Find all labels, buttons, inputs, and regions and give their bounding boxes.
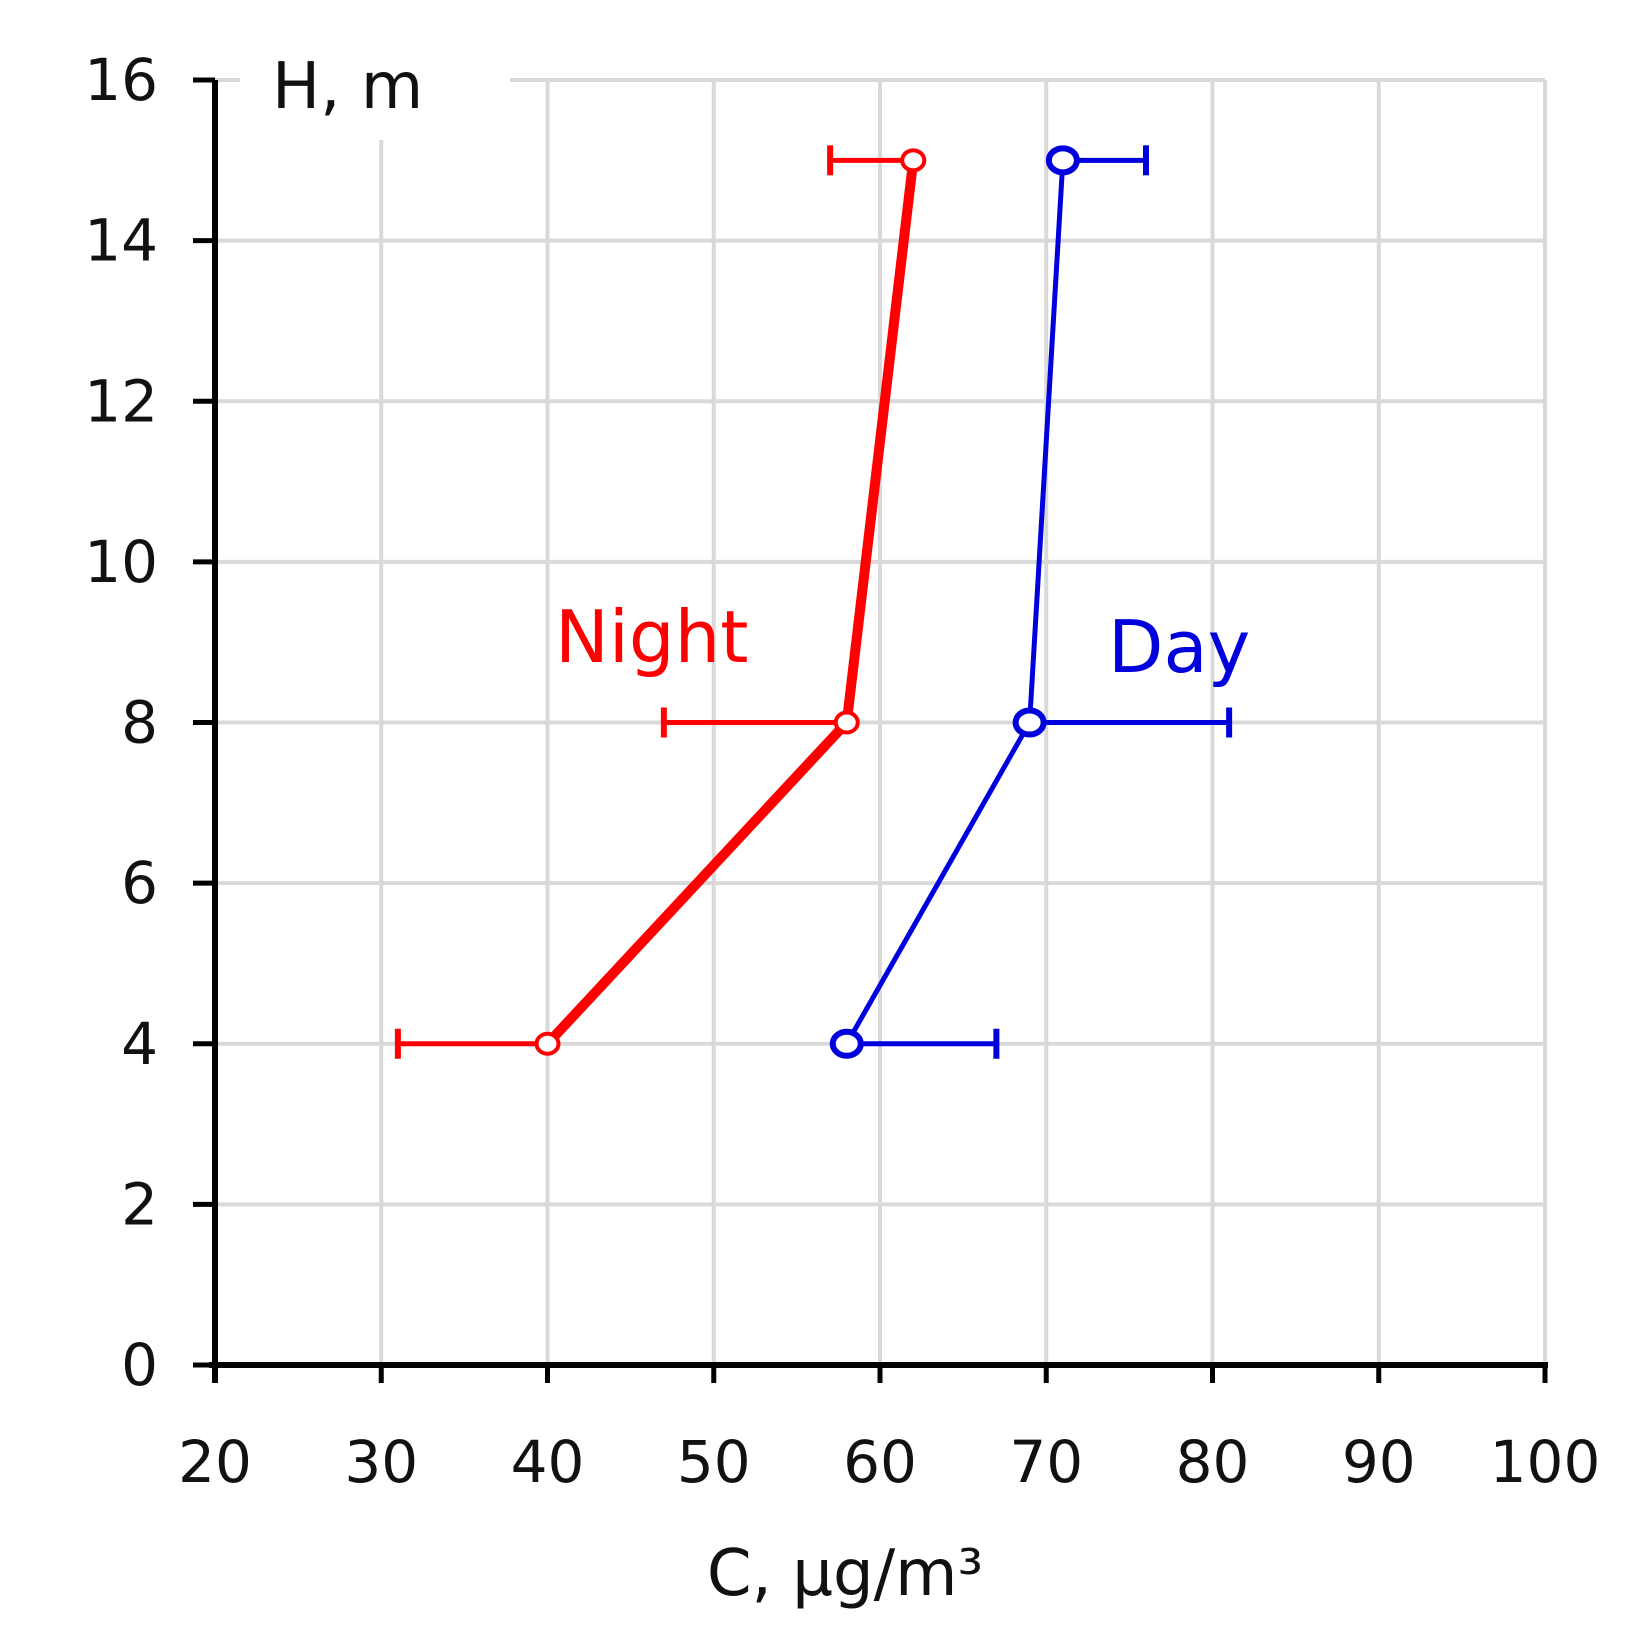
data-point-night-0: [534, 1031, 561, 1056]
y-tick-label-12: 12: [84, 367, 158, 435]
y-tick-label-0: 0: [121, 1331, 158, 1399]
x-tick-label-20: 20: [178, 1428, 252, 1496]
data-point-night-1: [833, 710, 860, 735]
y-axis-label-backdrop: [240, 45, 510, 140]
axes: [193, 77, 1548, 1383]
y-tick-label-8: 8: [121, 689, 158, 757]
x-tick-label-60: 60: [843, 1428, 917, 1496]
grid-lines: [213, 78, 1547, 1367]
data-point-day-1: [1012, 707, 1047, 738]
x-tick-labels: 20 30 40 50 60 70 80 90 100: [178, 1428, 1600, 1496]
y-tick-label-10: 10: [84, 528, 158, 596]
x-axis-title: C, μg/m³: [707, 1537, 983, 1611]
y-axis-title: H, m: [272, 50, 423, 124]
x-tick-label-70: 70: [1009, 1428, 1083, 1496]
series-label-night: Night: [555, 595, 748, 679]
y-tick-label-6: 6: [121, 849, 158, 917]
y-tick-label-14: 14: [84, 207, 158, 275]
x-tick-label-100: 100: [1490, 1428, 1601, 1496]
series-night: [394, 145, 927, 1059]
series-day: [829, 145, 1233, 1059]
x-tick-label-90: 90: [1342, 1428, 1416, 1496]
x-tick-label-30: 30: [344, 1428, 418, 1496]
series-label-day: Day: [1108, 605, 1250, 689]
data-point-day-2: [1045, 145, 1080, 176]
y-tick-label-2: 2: [121, 1170, 158, 1238]
x-tick-label-50: 50: [677, 1428, 751, 1496]
data-point-day-0: [829, 1028, 864, 1059]
y-tick-labels: 0 2 4 6 8 10 12 14 16: [84, 46, 158, 1399]
series-layer: [394, 145, 1233, 1059]
y-tick-label-16: 16: [84, 46, 158, 114]
x-tick-label-40: 40: [511, 1428, 585, 1496]
data-point-night-2: [900, 148, 927, 173]
y-tick-label-4: 4: [121, 1010, 158, 1078]
x-tick-label-80: 80: [1176, 1428, 1250, 1496]
